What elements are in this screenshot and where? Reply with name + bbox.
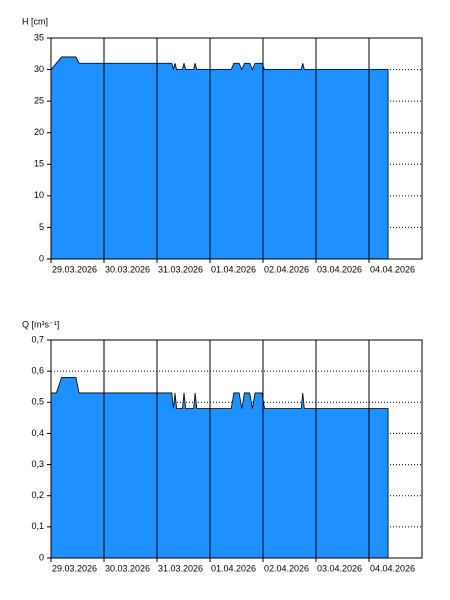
y-axis-label: H [cm] [22, 16, 48, 26]
y-tick-label: 0,4 [31, 428, 44, 438]
y-tick-label: 25 [34, 96, 44, 106]
y-tick-label: 0,7 [31, 334, 44, 344]
x-tick-label: 30.03.2026 [105, 264, 150, 274]
y-tick-label: 0 [39, 253, 44, 263]
x-tick-label: 03.04.2026 [317, 563, 362, 573]
x-tick-label: 03.04.2026 [317, 264, 362, 274]
y-tick-label: 0,2 [31, 490, 44, 500]
y-tick-label: 35 [34, 32, 44, 42]
y-tick-label: 5 [39, 222, 44, 232]
y-tick-label: 15 [34, 159, 44, 169]
x-tick-label: 01.04.2026 [211, 264, 256, 274]
plot-frame [50, 339, 423, 559]
x-tick-label: 01.04.2026 [211, 563, 256, 573]
x-tick-label: 02.04.2026 [264, 264, 309, 274]
x-tick-label: 31.03.2026 [158, 264, 203, 274]
y-tick-label: 0,6 [31, 366, 44, 376]
area [50, 56, 389, 260]
y-tick-label: 10 [34, 190, 44, 200]
y-axis-label: Q [m³s⁻¹] [22, 319, 59, 329]
y-tick-label: 0,5 [31, 397, 44, 407]
y-tick-label: 20 [34, 127, 44, 137]
plot-frame [50, 37, 423, 260]
x-tick-label: 04.04.2026 [370, 563, 415, 573]
x-tick-label: 30.03.2026 [105, 563, 150, 573]
x-tick-label: 02.04.2026 [264, 563, 309, 573]
x-tick-label: 31.03.2026 [158, 563, 203, 573]
y-tick-label: 0,1 [31, 521, 44, 531]
x-tick-label: 04.04.2026 [370, 264, 415, 274]
area [50, 376, 389, 559]
y-tick-label: 0,3 [31, 459, 44, 469]
x-tick-label: 29.03.2026 [52, 563, 97, 573]
y-tick-label: 0 [39, 552, 44, 562]
y-tick-label: 30 [34, 64, 44, 74]
x-tick-label: 29.03.2026 [52, 264, 97, 274]
